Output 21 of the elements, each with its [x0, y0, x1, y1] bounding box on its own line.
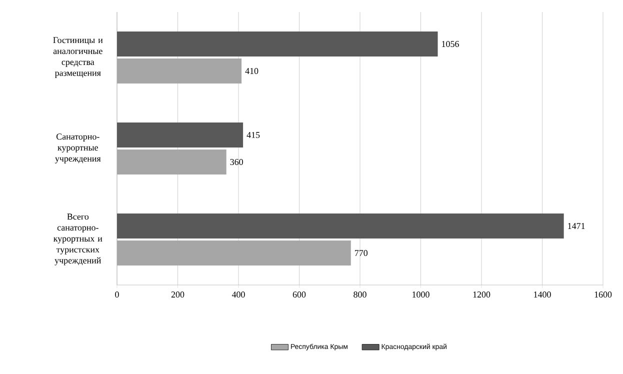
y-tick-label: Гостиницы и аналогичные средства размещения — [53, 37, 103, 78]
data-label: 770 — [355, 250, 368, 256]
data-label: 1471 — [568, 223, 585, 229]
x-tick-label: 0 — [115, 292, 119, 298]
y-tick-label: Санаторно-курортные учреждения — [55, 134, 101, 164]
x-tick-label: 1000 — [412, 292, 430, 298]
x-tick-label: 200 — [171, 292, 184, 298]
x-tick-label: 800 — [354, 292, 366, 298]
bar — [117, 122, 244, 148]
x-tick-label: 400 — [232, 292, 245, 298]
bar — [117, 214, 564, 239]
x-tick-label: 600 — [292, 292, 306, 298]
x-tick-label: 1200 — [473, 292, 490, 298]
x-tick-label: 1400 — [534, 292, 551, 298]
data-label: 360 — [230, 158, 243, 166]
data-label: 410 — [245, 68, 258, 74]
data-label: 1056 — [442, 40, 459, 48]
y-tick-label: Всего санаторно-курортных и туристских учреждений — [54, 214, 102, 266]
x-tick-label: 1600 — [594, 292, 612, 298]
data-label: 415 — [246, 132, 260, 138]
bar — [117, 32, 438, 56]
